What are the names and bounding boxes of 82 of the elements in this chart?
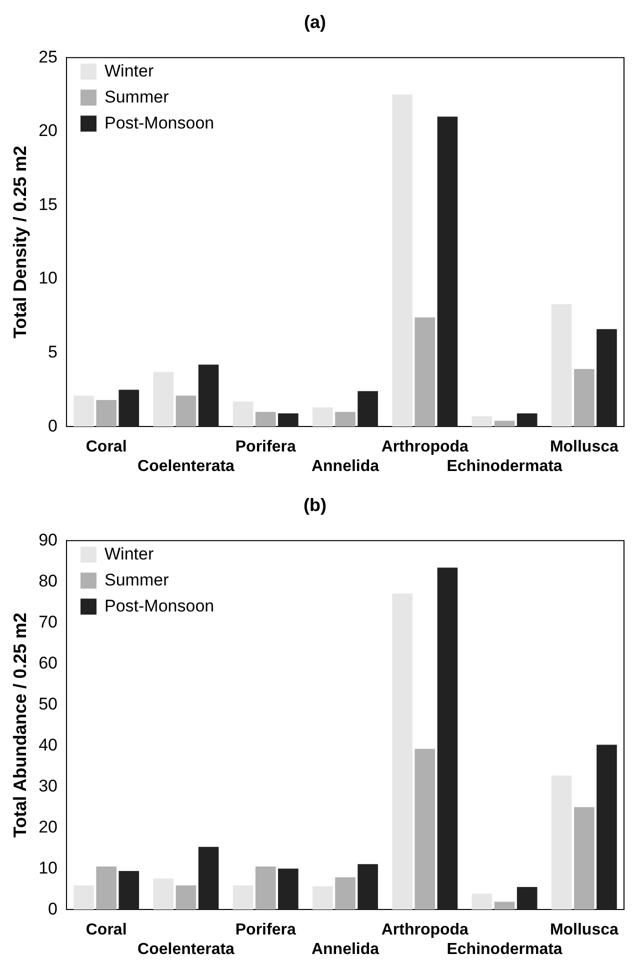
bar xyxy=(278,413,298,427)
bar xyxy=(96,400,116,427)
y-tick-label: 5 xyxy=(48,342,58,362)
x-tick-label: Coelenterata xyxy=(138,940,235,958)
y-tick-label: 25 xyxy=(38,47,58,66)
y-tick-label: 50 xyxy=(38,694,58,714)
y-tick-label: 10 xyxy=(38,858,58,878)
bar xyxy=(392,94,412,427)
x-tick-label: Annelida xyxy=(311,458,380,475)
y-axis-title: Total Abundance / 0.25 m2 xyxy=(10,612,30,838)
bar xyxy=(335,877,356,910)
x-tick-label: Coelenterata xyxy=(138,458,235,475)
bar xyxy=(118,390,140,427)
bar xyxy=(516,413,538,427)
x-tick-label: Porifera xyxy=(235,922,296,939)
bar xyxy=(472,416,492,427)
x-tick-label: Coral xyxy=(86,438,127,456)
bar xyxy=(255,412,276,427)
y-tick-label: 20 xyxy=(38,817,58,836)
bar xyxy=(414,748,436,910)
bar xyxy=(176,396,196,427)
y-tick-label: 0 xyxy=(48,899,58,918)
x-tick-label: Mollusca xyxy=(550,438,619,456)
bar xyxy=(74,885,94,910)
bar xyxy=(414,317,436,427)
bar xyxy=(312,886,333,910)
bar xyxy=(437,116,458,427)
legend-label: Winter xyxy=(104,544,154,564)
x-tick-label: Mollusca xyxy=(550,922,619,939)
bar xyxy=(176,885,196,910)
bar xyxy=(494,420,515,427)
y-tick-label: 40 xyxy=(38,735,58,754)
bar xyxy=(153,878,174,910)
legend-label: Post-Monsoon xyxy=(104,113,214,132)
bar xyxy=(96,866,116,910)
bar xyxy=(153,372,174,427)
bar xyxy=(574,369,594,427)
bar xyxy=(358,864,378,910)
x-tick-label: Coral xyxy=(86,922,127,939)
legend-label: Post-Monsoon xyxy=(104,596,214,616)
bar xyxy=(198,846,219,910)
x-tick-label: Arthropoda xyxy=(381,438,469,456)
chart-title: (a) xyxy=(304,12,326,32)
y-tick-label: 80 xyxy=(38,571,58,590)
bar xyxy=(551,304,572,427)
bar xyxy=(472,894,492,910)
bar xyxy=(516,887,538,910)
bar xyxy=(74,396,94,427)
bar xyxy=(335,412,356,427)
bar xyxy=(494,902,515,910)
bar xyxy=(278,868,298,910)
bar xyxy=(358,391,378,427)
y-tick-label: 90 xyxy=(38,530,58,550)
y-tick-label: 20 xyxy=(38,121,58,140)
bar xyxy=(596,744,617,910)
bar xyxy=(232,402,254,427)
x-tick-label: Annelida xyxy=(311,940,380,958)
legend-label: Summer xyxy=(104,570,170,590)
y-tick-label: 10 xyxy=(38,268,58,288)
bar xyxy=(198,364,219,427)
bar xyxy=(437,568,458,910)
chart-title: (b) xyxy=(304,494,326,515)
y-tick-label: 15 xyxy=(38,194,58,214)
bar xyxy=(574,807,594,910)
bar xyxy=(118,871,140,910)
legend-label: Summer xyxy=(104,87,170,106)
x-tick-label: Echinodermata xyxy=(446,458,562,475)
x-tick-label: Echinodermata xyxy=(446,940,562,958)
y-tick-label: 70 xyxy=(38,612,58,632)
x-tick-label: Arthropoda xyxy=(381,922,469,939)
y-tick-label: 0 xyxy=(48,416,58,436)
y-tick-label: 60 xyxy=(38,653,58,672)
bar xyxy=(392,593,412,910)
legend-label: Winter xyxy=(104,61,154,80)
bar xyxy=(232,885,254,910)
bar xyxy=(312,407,333,427)
bar xyxy=(596,329,617,427)
y-tick-label: 30 xyxy=(38,776,58,796)
y-axis-title: Total Density / 0.25 m2 xyxy=(10,146,30,338)
bar xyxy=(551,776,572,910)
bar xyxy=(255,866,276,910)
x-tick-label: Porifera xyxy=(235,438,296,456)
